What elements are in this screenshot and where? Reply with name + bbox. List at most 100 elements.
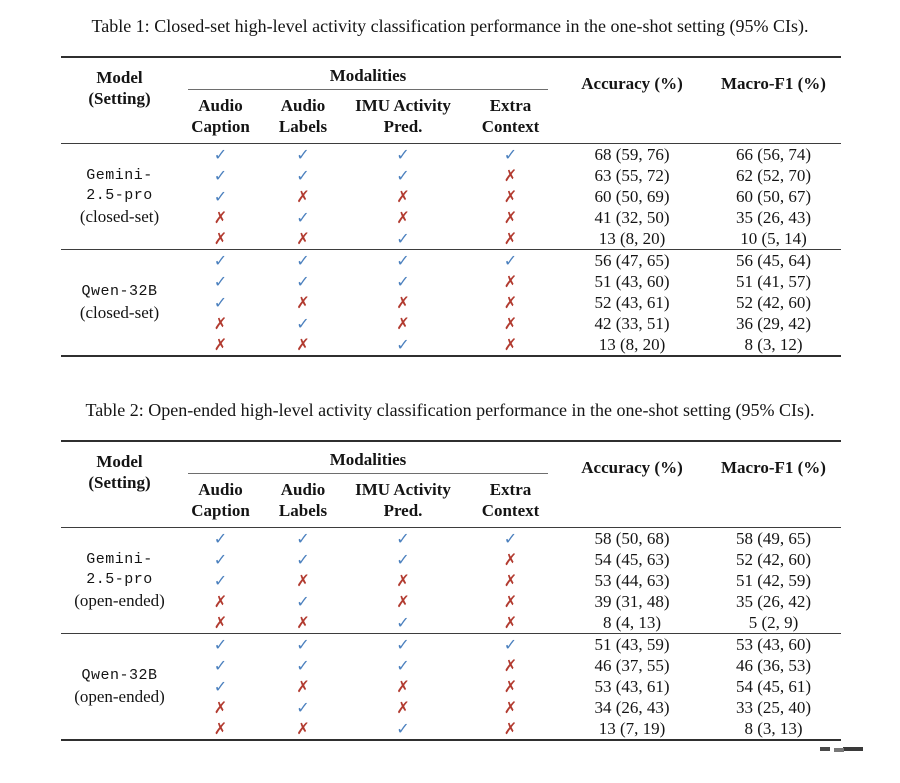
model-setting: (closed-set) [79, 303, 160, 322]
table1-header: Model (Setting) Modalities Accuracy (%) … [61, 57, 841, 144]
check-icon: ✓ [396, 635, 410, 654]
table-row: ✗ ✗ ✓ ✗ 13 (7, 19) 8 (3, 13) [61, 718, 841, 740]
macro-f1-value: 56 (45, 64) [735, 251, 812, 270]
modalities-label: Modalities [188, 58, 548, 90]
table-row: Qwen-32B (closed-set) ✓ ✓ ✓ ✓ 56 (47, 65… [61, 250, 841, 322]
modality-cell: ✗ [263, 570, 343, 591]
table2-qwen-block: Qwen-32B (open-ended) ✓ ✓ ✓ ✓ 51 (43, 59… [61, 633, 841, 741]
modality-cell: ✓ [343, 655, 463, 676]
model-name: Gemini- [86, 167, 153, 184]
modality-cell: ✓ [178, 570, 263, 591]
check-icon: ✓ [296, 314, 310, 333]
imu-activity-header: IMU Activity Pred. [355, 96, 451, 136]
check-icon: ✓ [213, 272, 228, 291]
check-icon: ✓ [213, 529, 228, 548]
table-row: ✓ ✗ ✗ ✗ 60 (50, 69) 60 (50, 67) [61, 186, 841, 207]
model-name: Gemini- [86, 551, 153, 568]
macro-f1-value: 66 (56, 74) [735, 145, 812, 164]
table2: Model (Setting) Modalities Accuracy (%) … [61, 440, 841, 741]
modality-cell: ✓ [178, 549, 263, 570]
modality-cell: ✓ [343, 549, 463, 570]
modality-cell: ✗ [343, 313, 463, 334]
check-icon: ✓ [396, 656, 410, 675]
macro-f1-value: 33 (25, 40) [735, 698, 812, 717]
modality-cell: ✓ [178, 528, 263, 550]
accuracy-value: 13 (7, 19) [598, 719, 666, 738]
check-icon: ✓ [213, 187, 228, 206]
modality-cell: ✗ [463, 228, 558, 250]
accuracy-value: 34 (26, 43) [594, 698, 670, 717]
check-icon: ✓ [296, 698, 310, 717]
extra-context-header: Extra Context [481, 480, 540, 520]
modalities-header: Modalities [178, 57, 558, 90]
macro-f1-header: Macro-F1 (%) [721, 74, 826, 93]
accuracy-value: 68 (59, 76) [594, 145, 670, 164]
check-icon: ✓ [213, 550, 228, 569]
accuracy-value: 53 (43, 61) [594, 677, 670, 696]
macro-f1-value: 8 (3, 12) [744, 335, 803, 354]
table-row: ✓ ✗ ✗ ✗ 53 (44, 63) 51 (42, 59) [61, 570, 841, 591]
modality-cell: ✓ [343, 612, 463, 634]
modalities-header: Modalities [178, 441, 558, 474]
modality-cell: ✗ [463, 718, 558, 740]
macro-f1-value: 51 (41, 57) [735, 272, 812, 291]
modality-cell: ✗ [263, 718, 343, 740]
check-icon: ✓ [296, 208, 310, 227]
accuracy-value: 41 (32, 50) [594, 208, 670, 227]
modality-cell: ✓ [343, 144, 463, 166]
model-setting: (closed-set) [79, 207, 160, 226]
check-icon: ✓ [296, 635, 310, 654]
model-name-2: 2.5-pro [86, 187, 153, 204]
audio-caption-header: Audio Caption [191, 480, 250, 520]
table-row: Gemini- 2.5-pro (open-ended) ✓ ✓ ✓ ✓ 58 … [61, 528, 841, 610]
macro-f1-value: 53 (43, 60) [735, 635, 812, 654]
macro-f1-value: 8 (3, 13) [744, 719, 803, 738]
check-icon: ✓ [503, 529, 518, 548]
cross-icon: ✗ [396, 187, 410, 206]
modality-cell: ✓ [263, 655, 343, 676]
table-row: ✓ ✗ ✗ ✗ 52 (43, 61) 52 (42, 60) [61, 292, 841, 313]
modality-cell: ✗ [463, 570, 558, 591]
modalities-label: Modalities [188, 442, 548, 474]
modality-cell: ✗ [343, 591, 463, 612]
model-header: Model (Setting) [61, 441, 178, 528]
table2-gemini-block: Gemini- 2.5-pro (open-ended) ✓ ✓ ✓ ✓ 58 … [61, 528, 841, 634]
accuracy-value: 42 (33, 51) [594, 314, 670, 333]
modality-cell: ✓ [178, 634, 263, 656]
accuracy-value: 56 (47, 65) [594, 251, 670, 270]
check-icon: ✓ [213, 571, 228, 590]
cross-icon: ✗ [503, 314, 518, 333]
check-icon: ✓ [296, 251, 310, 270]
cross-icon: ✗ [213, 208, 228, 227]
modality-cell: ✗ [463, 334, 558, 356]
modality-cell: ✗ [463, 271, 558, 292]
check-icon: ✓ [213, 251, 228, 270]
macro-f1-value: 46 (36, 53) [735, 656, 812, 675]
modality-cell: ✗ [263, 228, 343, 250]
modality-cell: ✓ [263, 549, 343, 570]
modality-cell: ✓ [178, 144, 263, 166]
check-icon: ✓ [396, 166, 410, 185]
cross-icon: ✗ [296, 187, 310, 206]
modality-cell: ✓ [463, 634, 558, 656]
extra-context-header: Extra Context [481, 96, 540, 136]
check-icon: ✓ [213, 677, 228, 696]
table2-caption: Table 2: Open-ended high-level activity … [85, 400, 815, 420]
macro-f1-value: 62 (52, 70) [735, 166, 812, 185]
audio-caption-header: Audio Caption [191, 96, 250, 136]
modality-cell: ✗ [263, 334, 343, 356]
modality-cell: ✓ [178, 292, 263, 313]
cross-icon: ✗ [503, 272, 518, 291]
modality-cell: ✓ [343, 528, 463, 550]
table2-header: Model (Setting) Modalities Accuracy (%) … [61, 441, 841, 528]
cross-icon: ✗ [396, 293, 410, 312]
modality-cell: ✓ [263, 250, 343, 272]
check-icon: ✓ [503, 251, 518, 270]
model-name: Qwen-32B [81, 667, 158, 684]
modality-cell: ✗ [178, 697, 263, 718]
model-cell: Qwen-32B (closed-set) [61, 250, 178, 357]
model-name: Qwen-32B [81, 283, 158, 300]
macro-f1-value: 35 (26, 42) [735, 592, 812, 611]
table-row: ✗ ✗ ✓ ✗ 13 (8, 20) 10 (5, 14) [61, 228, 841, 250]
